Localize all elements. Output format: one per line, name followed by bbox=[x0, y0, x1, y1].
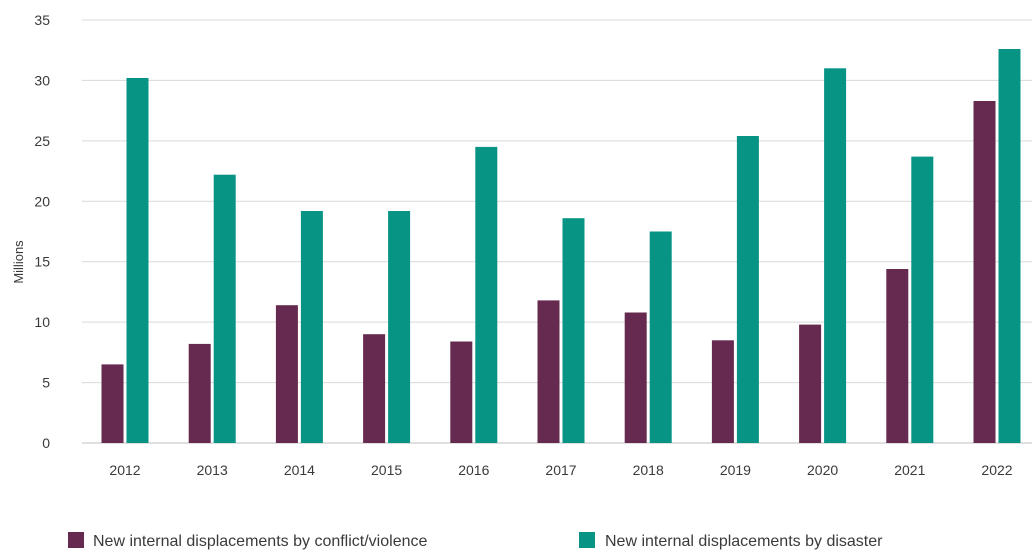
bar-disaster-2022 bbox=[998, 49, 1021, 443]
bar-conflict-2012 bbox=[101, 364, 124, 443]
bar-disaster-2017 bbox=[562, 218, 585, 443]
bar-disaster-2021 bbox=[911, 156, 934, 443]
x-tick-label: 2016 bbox=[458, 462, 489, 478]
x-tick-label: 2013 bbox=[197, 462, 228, 478]
bar-disaster-2016 bbox=[475, 146, 498, 443]
legend-swatch-disaster bbox=[579, 532, 595, 548]
x-tick-label: 2012 bbox=[109, 462, 140, 478]
y-tick-label: 25 bbox=[34, 133, 50, 149]
y-tick-label: 20 bbox=[34, 193, 50, 209]
legend-label-conflict: New internal displacements by conflict/v… bbox=[93, 533, 427, 550]
bar-conflict-2018 bbox=[624, 312, 647, 443]
y-tick-label: 5 bbox=[42, 375, 50, 391]
bar-disaster-2020 bbox=[824, 68, 847, 444]
bar-conflict-2013 bbox=[188, 343, 211, 443]
x-tick-label: 2020 bbox=[807, 462, 838, 478]
y-tick-label: 15 bbox=[34, 254, 50, 270]
bar-conflict-2021 bbox=[886, 269, 909, 443]
x-tick-label: 2014 bbox=[284, 462, 315, 478]
x-tick-label: 2021 bbox=[894, 462, 925, 478]
bar-conflict-2020 bbox=[799, 324, 822, 443]
legend-item-disaster: New internal displacements by disaster bbox=[579, 532, 883, 550]
y-axis-ticks: 0 5 10 15 20 25 30 35 bbox=[34, 12, 50, 451]
bar-disaster-2014 bbox=[300, 211, 323, 443]
legend-swatch-conflict bbox=[68, 532, 84, 548]
x-tick-label: 2017 bbox=[545, 462, 576, 478]
x-tick-label: 2018 bbox=[633, 462, 664, 478]
bar-disaster-2013 bbox=[213, 174, 236, 443]
bar-disaster-2015 bbox=[388, 211, 411, 443]
bar-conflict-2014 bbox=[275, 305, 298, 443]
y-tick-label: 10 bbox=[34, 314, 50, 330]
x-tick-label: 2015 bbox=[371, 462, 402, 478]
x-tick-label: 2022 bbox=[981, 462, 1012, 478]
bar-conflict-2015 bbox=[363, 334, 386, 443]
bar-disaster-2018 bbox=[649, 231, 672, 443]
bar-conflict-2017 bbox=[537, 300, 560, 443]
y-tick-label: 30 bbox=[34, 72, 50, 88]
bar-conflict-2016 bbox=[450, 341, 473, 443]
bar-disaster-2019 bbox=[736, 136, 759, 443]
y-tick-label: 0 bbox=[42, 435, 50, 451]
bar-conflict-2019 bbox=[711, 340, 734, 443]
legend: New internal displacements by conflict/v… bbox=[68, 532, 883, 550]
y-axis-title: Millions bbox=[11, 240, 26, 284]
bar-conflict-2022 bbox=[973, 101, 996, 443]
x-tick-label: 2019 bbox=[720, 462, 751, 478]
y-tick-label: 35 bbox=[34, 12, 50, 28]
bars bbox=[101, 49, 1021, 444]
bar-disaster-2012 bbox=[126, 78, 149, 443]
legend-item-conflict: New internal displacements by conflict/v… bbox=[68, 532, 427, 550]
legend-label-disaster: New internal displacements by disaster bbox=[605, 533, 883, 550]
x-axis-ticks: 2012 2013 2014 2015 2016 2017 2018 2019 2020 2021… bbox=[109, 462, 1012, 478]
